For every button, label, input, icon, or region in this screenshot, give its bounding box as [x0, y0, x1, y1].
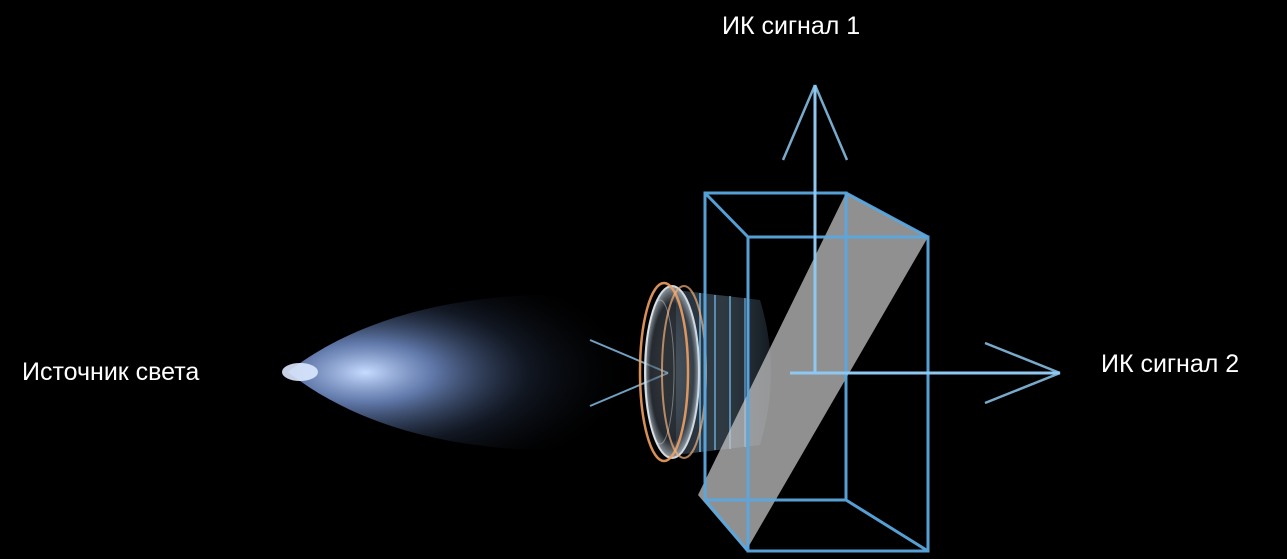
ir-signal-1-label: ИК сигнал 1: [722, 12, 861, 40]
ir-signal-2-label: ИК сигнал 2: [1101, 350, 1240, 378]
ir-signal-1-arrow: [781, 84, 849, 372]
ir-signal-2-arrow: [790, 341, 1061, 405]
light-source-label: Источник света: [22, 358, 200, 386]
